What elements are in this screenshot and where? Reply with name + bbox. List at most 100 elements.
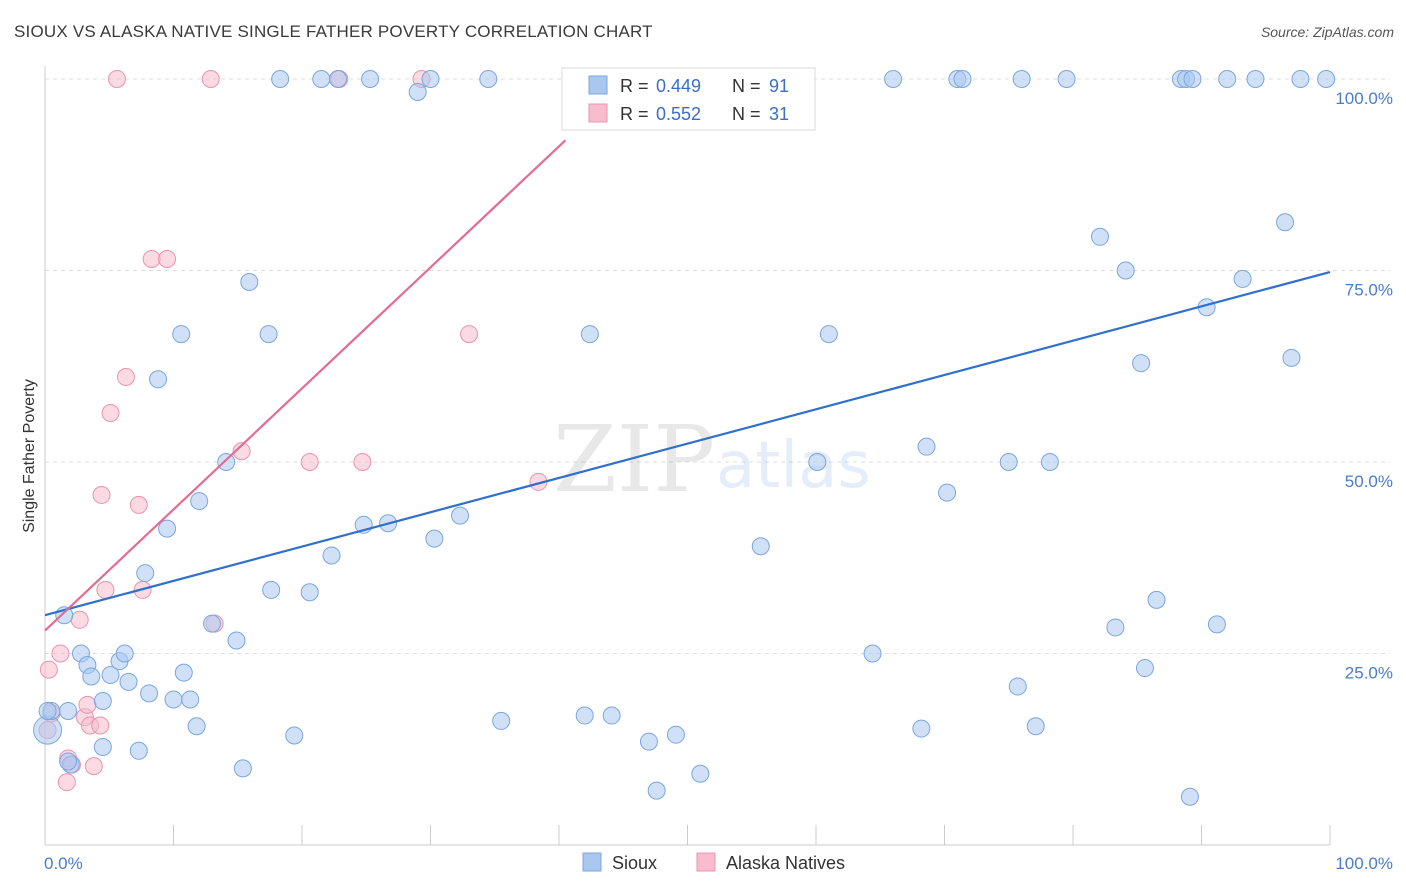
correlation-legend: R = 0.449 N = 91 R = 0.552 N = 31 bbox=[561, 67, 816, 131]
sioux-point bbox=[421, 70, 440, 88]
y-tick-label: 100.0% bbox=[1335, 89, 1393, 108]
sioux-point bbox=[1057, 70, 1076, 88]
alaska-natives-point bbox=[39, 660, 58, 679]
sioux-point bbox=[136, 564, 155, 583]
watermark-zip: ZIP bbox=[553, 406, 715, 513]
sioux-point bbox=[639, 732, 658, 751]
alaska-natives-point bbox=[232, 442, 251, 461]
sioux-point bbox=[1135, 659, 1154, 678]
sioux-point bbox=[190, 492, 209, 511]
sioux-point bbox=[1026, 717, 1045, 736]
sioux-point bbox=[1207, 615, 1226, 634]
sioux-point bbox=[227, 631, 246, 650]
alaska-natives-point bbox=[57, 773, 76, 792]
sioux-point bbox=[1282, 348, 1301, 367]
sioux-point bbox=[217, 453, 236, 471]
sioux-point bbox=[203, 614, 222, 633]
sioux-point bbox=[1233, 269, 1252, 288]
sioux-point bbox=[999, 453, 1018, 471]
alaska-natives-point bbox=[353, 453, 372, 471]
alaska-natives-point bbox=[78, 695, 97, 714]
sioux-point bbox=[953, 70, 972, 88]
bottom-legend-label-sioux: Sioux bbox=[612, 853, 657, 873]
sioux-point bbox=[451, 506, 470, 525]
alaska-natives-point bbox=[158, 250, 177, 269]
sioux-point bbox=[1147, 590, 1166, 609]
sioux-point bbox=[1183, 70, 1202, 88]
sioux-point bbox=[181, 690, 200, 709]
legend-n-label-alaska: N = bbox=[732, 104, 761, 124]
sioux-point bbox=[863, 644, 882, 663]
legend-swatch-sioux bbox=[588, 75, 608, 95]
sioux-point bbox=[285, 726, 304, 745]
sioux-point bbox=[262, 580, 281, 599]
sioux-point bbox=[119, 672, 138, 691]
sioux-point bbox=[819, 325, 838, 344]
sioux-point bbox=[912, 719, 931, 738]
sioux-point bbox=[938, 483, 957, 502]
tick-labels: 25.0% 50.0% 75.0% 100.0% 0.0% 100.0% bbox=[44, 89, 1393, 873]
sioux-point bbox=[300, 583, 319, 602]
sioux-point bbox=[1180, 787, 1199, 806]
legend-r-value-alaska: 0.552 bbox=[656, 104, 701, 124]
watermark-atlas: atlas bbox=[716, 429, 871, 503]
series-legend: Sioux Alaska Natives bbox=[582, 852, 845, 873]
sioux-point bbox=[1276, 213, 1295, 232]
legend-r-label-alaska: R = bbox=[620, 104, 649, 124]
sioux-point bbox=[647, 781, 666, 800]
alaska-natives-trend-line bbox=[44, 139, 567, 632]
y-tick-label: 25.0% bbox=[1345, 664, 1393, 683]
sioux-point bbox=[101, 665, 120, 684]
sioux-point bbox=[575, 706, 594, 725]
legend-n-value-sioux: 91 bbox=[769, 76, 789, 96]
sioux-point bbox=[158, 519, 177, 538]
legend-swatch-alaska bbox=[588, 103, 608, 123]
sioux-point bbox=[1116, 261, 1135, 280]
y-tick-label: 50.0% bbox=[1345, 472, 1393, 491]
bottom-legend-swatch-alaska bbox=[696, 852, 716, 872]
alaska-natives-point bbox=[201, 70, 220, 88]
sioux-point bbox=[38, 701, 57, 720]
sioux-point bbox=[1012, 70, 1031, 88]
y-tick-label: 75.0% bbox=[1345, 281, 1393, 300]
sioux-point bbox=[479, 70, 498, 88]
alaska-natives-point bbox=[96, 580, 115, 599]
sioux-point bbox=[271, 70, 290, 88]
sioux-point bbox=[312, 70, 331, 88]
sioux-point bbox=[691, 764, 710, 783]
x-tick-label-min: 0.0% bbox=[44, 854, 83, 873]
sioux-point bbox=[1317, 70, 1336, 88]
sioux-point bbox=[884, 70, 903, 88]
sioux-point bbox=[149, 370, 168, 389]
sioux-point bbox=[129, 741, 148, 760]
alaska-natives-points bbox=[38, 70, 548, 792]
legend-n-value-alaska: 31 bbox=[769, 104, 789, 124]
watermark: ZIP atlas bbox=[553, 406, 871, 513]
bottom-legend-swatch-sioux bbox=[582, 852, 602, 872]
chart-title: SIOUX VS ALASKA NATIVE SINGLE FATHER POV… bbox=[14, 22, 653, 41]
sioux-point bbox=[361, 70, 380, 88]
sioux-point bbox=[59, 701, 78, 720]
sioux-point bbox=[425, 529, 444, 548]
sioux-point bbox=[93, 691, 112, 710]
sioux-point bbox=[1246, 70, 1265, 88]
sioux-point bbox=[1291, 70, 1310, 88]
alaska-natives-point bbox=[92, 485, 111, 504]
sioux-point bbox=[259, 325, 278, 344]
sioux-point bbox=[1008, 677, 1027, 696]
legend-n-label-sioux: N = bbox=[732, 76, 761, 96]
sioux-point bbox=[666, 725, 685, 744]
chart-source: Source: ZipAtlas.com bbox=[1260, 24, 1394, 40]
sioux-point bbox=[1090, 227, 1109, 246]
sioux-point bbox=[602, 706, 621, 725]
alaska-natives-point bbox=[91, 716, 110, 735]
y-axis-label: Single Father Poverty bbox=[21, 379, 38, 533]
trend-lines bbox=[44, 139, 1331, 632]
sioux-point bbox=[164, 690, 183, 709]
sioux-point bbox=[240, 272, 259, 291]
sioux-point bbox=[751, 537, 770, 556]
alaska-natives-point bbox=[84, 757, 103, 776]
alaska-natives-point bbox=[101, 403, 120, 422]
axes bbox=[44, 66, 1331, 846]
